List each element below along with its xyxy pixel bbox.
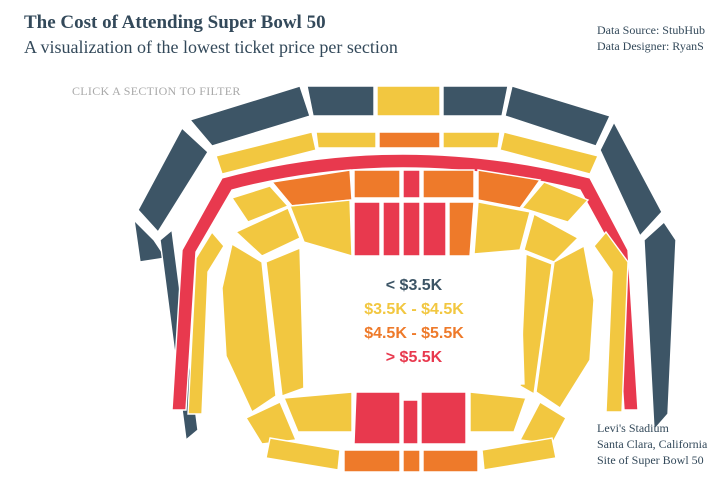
section-field-top-4[interactable] — [422, 201, 447, 257]
price-legend: < $3.5K $3.5K - $4.5K $4.5K - $5.5K > $5… — [314, 274, 514, 370]
section-upper-right-1[interactable] — [599, 120, 663, 238]
section-left-yellow-col[interactable] — [187, 230, 225, 415]
data-designer-text: Data Designer: RyanS — [597, 39, 704, 53]
section-field-bottom-3[interactable] — [420, 391, 467, 445]
field — [303, 257, 525, 389]
section-field-left[interactable] — [221, 242, 277, 414]
section-lowest-left-1[interactable] — [244, 401, 298, 445]
section-lowest-right-1[interactable] — [518, 401, 567, 445]
section-field-bottom-1[interactable] — [353, 391, 401, 445]
legend-item-under-3-5k[interactable]: < $3.5K — [385, 277, 443, 294]
section-upper-top-3[interactable] — [442, 85, 509, 117]
section-club-center-right[interactable] — [442, 131, 501, 149]
section-field-top-1[interactable] — [353, 201, 381, 257]
section-lower-top-1[interactable] — [353, 169, 401, 199]
section-field-bottom-right[interactable] — [469, 391, 527, 433]
section-lower-topright-2[interactable] — [477, 169, 542, 209]
section-lower-topleft-2[interactable] — [270, 169, 353, 207]
section-bottom-strip-left[interactable] — [265, 437, 341, 471]
section-club-center[interactable] — [378, 131, 441, 149]
section-right-yellow-col[interactable] — [593, 230, 629, 413]
section-field-top-3[interactable] — [402, 201, 421, 257]
section-red-ring[interactable] — [171, 153, 639, 411]
legend-item-4-5k-5-5k[interactable]: $4.5K - $5.5K — [364, 325, 464, 342]
venue-event: Site of Super Bowl 50 — [597, 453, 704, 467]
section-field-topleft-2[interactable] — [289, 199, 353, 257]
section-upper-top-1[interactable] — [306, 85, 375, 117]
section-upper-top-2[interactable] — [376, 85, 441, 117]
section-club-right[interactable] — [499, 131, 599, 175]
section-upper-right-2[interactable] — [504, 85, 611, 147]
section-bottom-strip-3[interactable] — [422, 449, 479, 473]
data-source-text: Data Source: StubHub — [597, 23, 705, 37]
section-right-outer[interactable] — [643, 220, 677, 432]
section-lower-topleft-1[interactable] — [230, 185, 290, 223]
section-field-right[interactable] — [535, 244, 595, 409]
section-field-bottom-left[interactable] — [282, 391, 353, 433]
section-bottom-strip-right[interactable] — [481, 437, 557, 471]
legend-item-over-5-5k[interactable]: > $5.5K — [385, 349, 443, 366]
section-field-top-2[interactable] — [382, 201, 401, 257]
section-lower-top-3[interactable] — [422, 169, 475, 199]
filter-hint: CLICK A SECTION TO FILTER — [72, 84, 241, 98]
section-upper-left-1[interactable] — [137, 126, 209, 234]
section-field-topright-1[interactable] — [473, 201, 531, 255]
legend-item-3-5k-4-5k[interactable]: $3.5K - $4.5K — [364, 301, 464, 318]
section-bottom-strip-1[interactable] — [343, 449, 401, 473]
venue-name: Levi's Stadium — [597, 421, 669, 435]
section-field-bottom-2[interactable] — [402, 399, 419, 445]
section-field-topleft-1[interactable] — [234, 207, 301, 257]
venue-info: Levi's Stadium Santa Clara, California S… — [597, 420, 707, 468]
page-title: The Cost of Attending Super Bowl 50 — [24, 12, 326, 33]
section-lower-top-2[interactable] — [402, 169, 421, 199]
section-upper-left-2[interactable] — [188, 85, 311, 147]
section-lower-topright-1[interactable] — [520, 181, 590, 223]
page-subtitle: A visualization of the lowest ticket pri… — [24, 37, 398, 57]
section-bottom-strip-2[interactable] — [402, 449, 421, 473]
section-club-center-left[interactable] — [315, 131, 377, 149]
venue-location: Santa Clara, California — [597, 437, 708, 451]
section-club-left[interactable] — [215, 131, 317, 175]
section-field-top-5[interactable] — [448, 201, 475, 257]
credits: Data Source: StubHub Data Designer: Ryan… — [597, 22, 705, 54]
